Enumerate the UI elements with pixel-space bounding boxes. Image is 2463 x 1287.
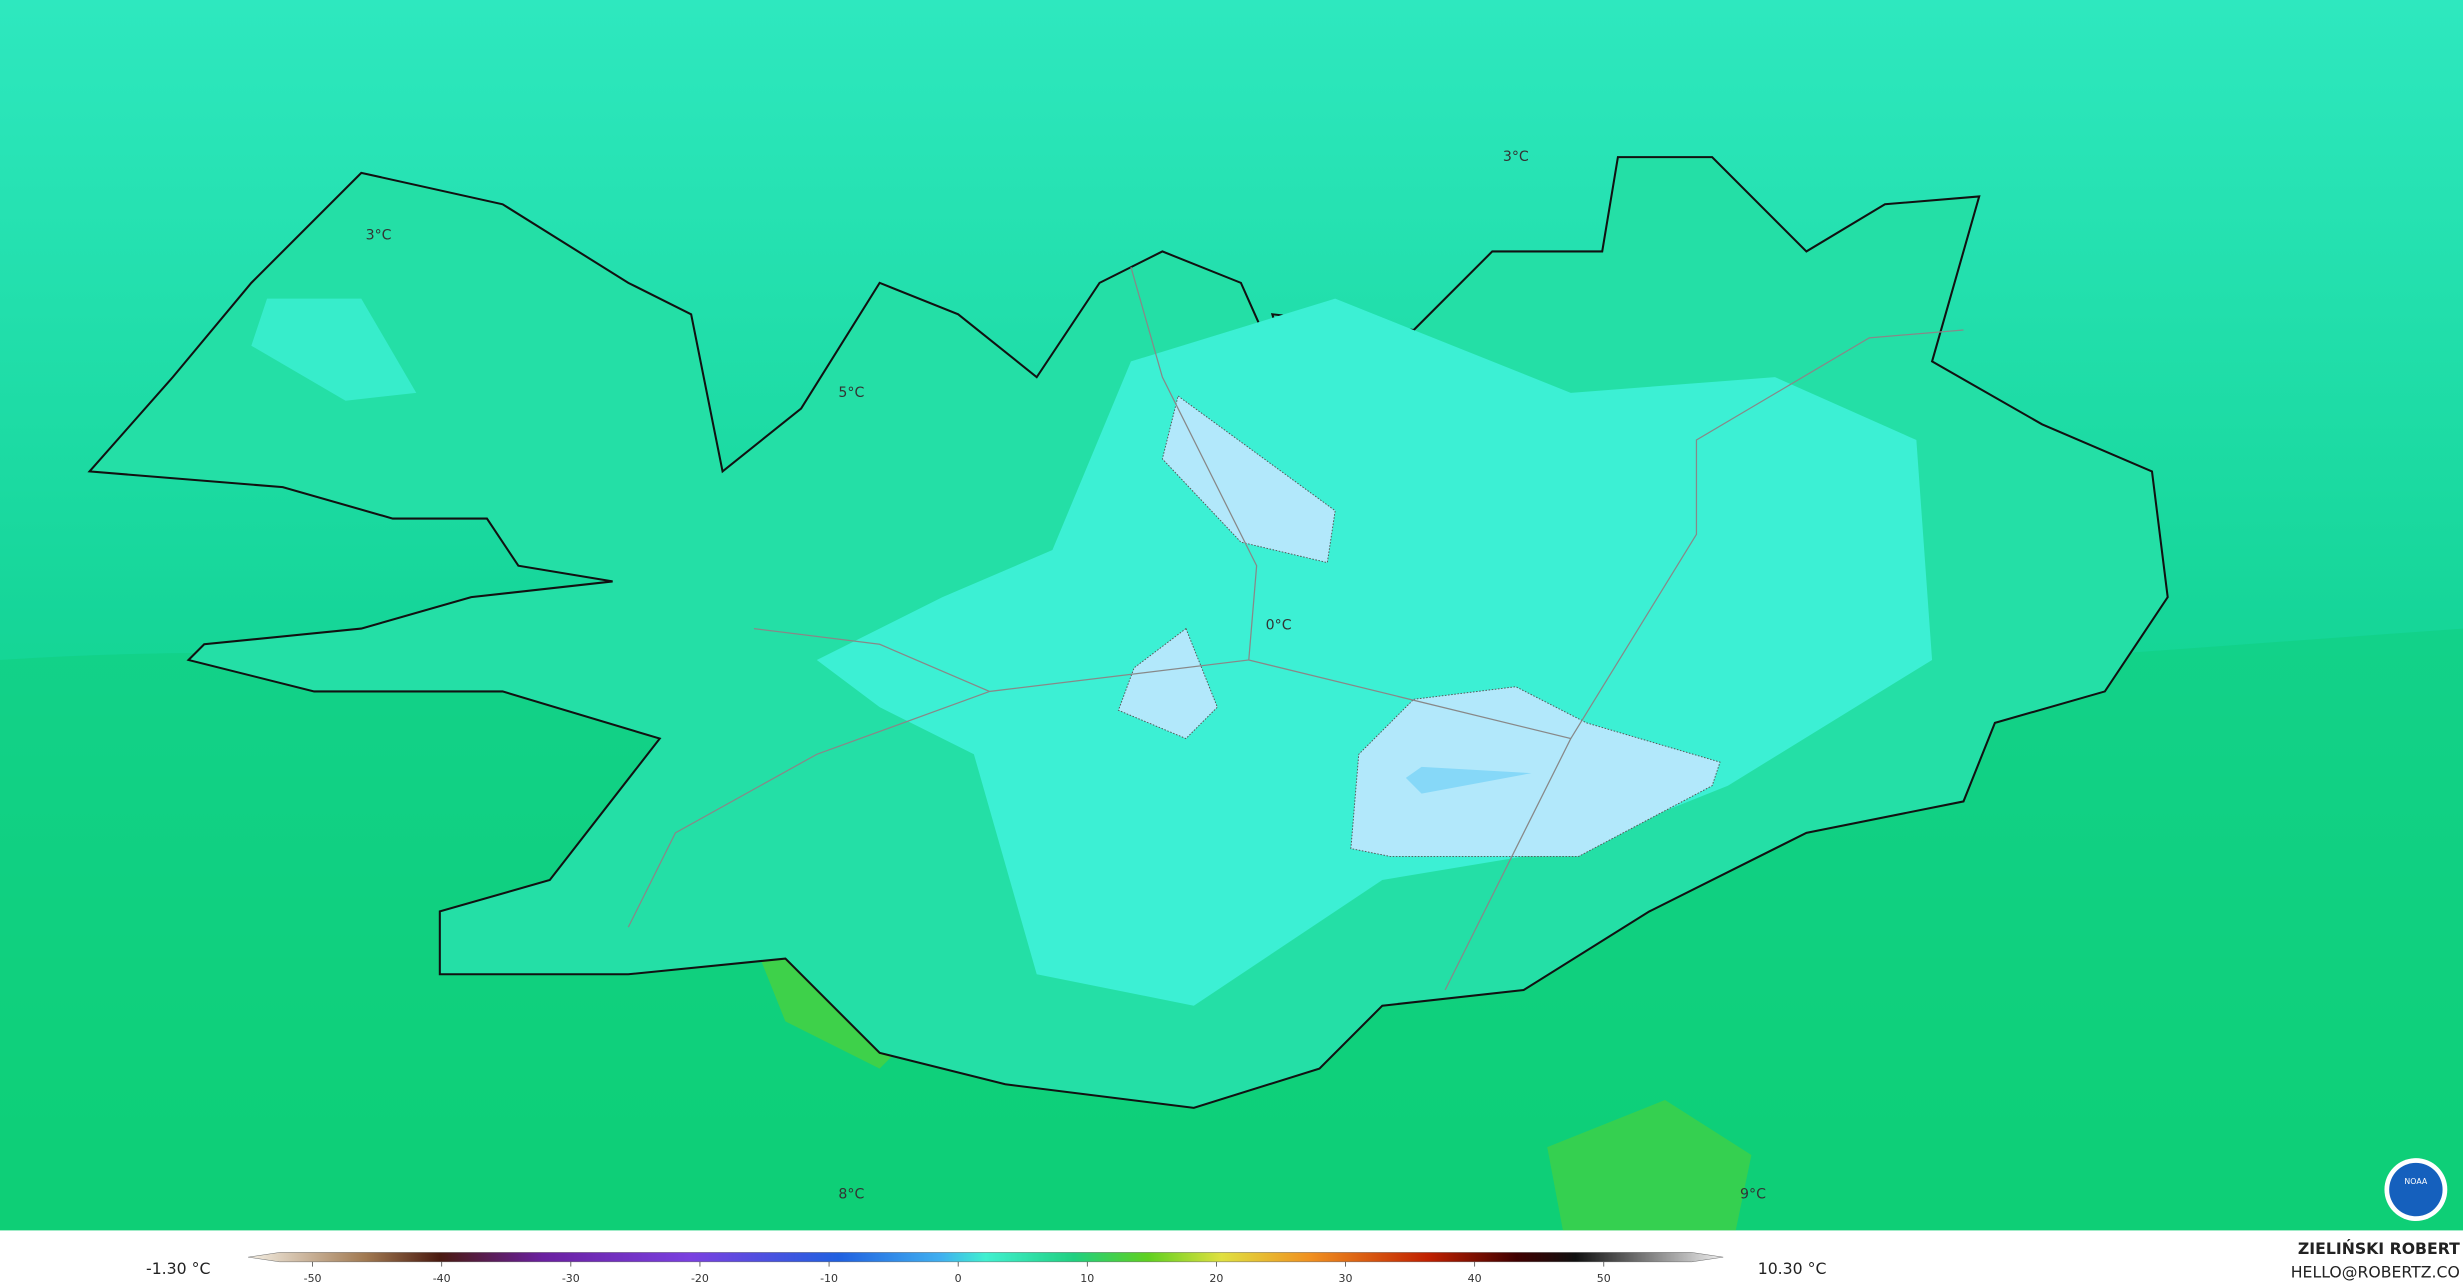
contour-label: 0°C: [1266, 617, 1292, 633]
tick-label: 40: [1468, 1272, 1482, 1285]
tick-label: 30: [1339, 1272, 1353, 1285]
author: ZIELIŃSKI ROBERT: [2298, 1239, 2460, 1258]
contour-label: 9°C: [1740, 1186, 1766, 1202]
tick-label: -40: [433, 1272, 451, 1285]
tick-label: -20: [691, 1272, 709, 1285]
colorbar: [248, 1252, 1724, 1263]
logo-disc: [2389, 1162, 2443, 1217]
max-label: 10.30 °C: [1758, 1259, 1827, 1278]
tick-label: 0: [955, 1272, 962, 1285]
glacier-core: [1405, 766, 1532, 794]
contour-label: 3°C: [366, 228, 392, 244]
tick-label: -30: [562, 1272, 580, 1285]
tick-label: 10: [1080, 1272, 1094, 1285]
tick-label: -10: [820, 1272, 838, 1285]
glacier-zone: [1350, 686, 1721, 857]
email: HELLO@ROBERTZ.CO: [2291, 1262, 2460, 1281]
tick-label: -50: [304, 1272, 322, 1285]
contour-label: 8°C: [838, 1186, 864, 1202]
contour-label: 5°C: [838, 385, 864, 401]
noaa-logo: NOAA: [2384, 1158, 2448, 1221]
tick-label: 20: [1209, 1272, 1223, 1285]
contour-label: 3°C: [1503, 149, 1529, 165]
glacier-zone: [1117, 627, 1218, 740]
cold-region: [816, 298, 1933, 1006]
glacier-zone: [1161, 395, 1336, 564]
cold-region: [251, 298, 417, 401]
min-label: -1.30 °C: [146, 1259, 210, 1278]
tick-label: 50: [1597, 1272, 1611, 1285]
region-borders: [627, 266, 1964, 991]
colorbar-ticks: -50 -40 -30 -20 -10 0 10 20 30 40 50: [304, 1261, 1611, 1285]
warm-spot: [1547, 1100, 1752, 1231]
logo-text: NOAA: [2404, 1177, 2427, 1186]
